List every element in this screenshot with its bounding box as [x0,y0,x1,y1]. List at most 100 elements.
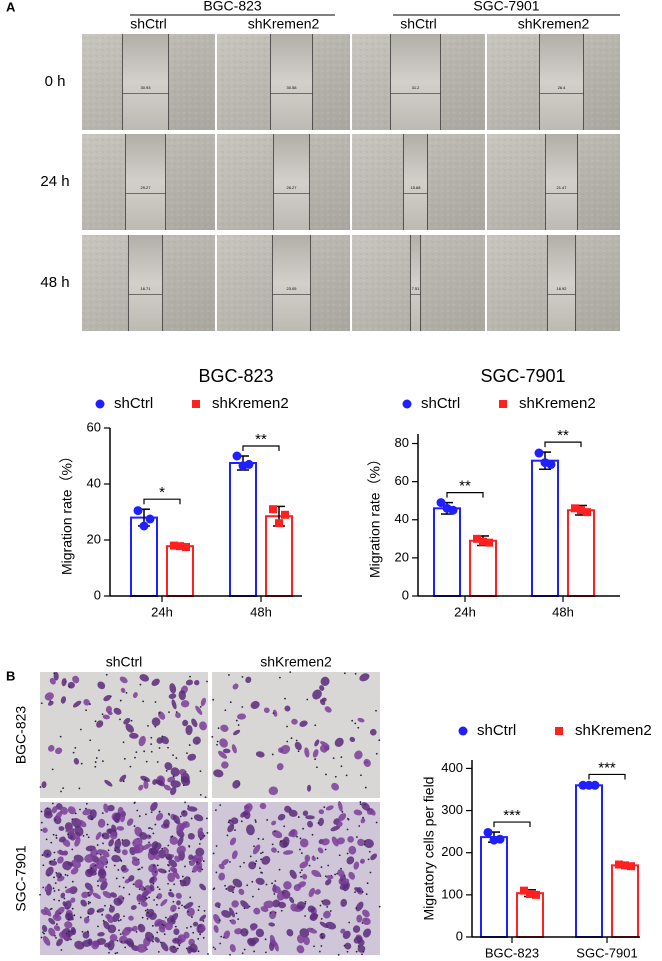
significance-bracket [242,445,280,451]
cell [172,937,180,944]
pore [269,912,272,914]
pore [67,930,70,933]
pore [136,809,139,812]
bar [516,892,544,939]
pore [52,833,55,836]
pore [302,827,305,830]
cell [296,945,305,954]
pore [124,946,127,949]
cell [261,855,271,865]
cell [271,847,277,853]
pore [246,884,249,887]
pore [202,860,205,862]
cell [174,855,181,863]
point [442,503,452,513]
cell [197,827,203,835]
pore [169,889,172,892]
bar [611,864,639,938]
cell [334,737,344,747]
pore [106,861,109,864]
pore [39,786,42,788]
cell [331,782,340,791]
cell [154,936,160,943]
cell [108,839,115,847]
pore [273,893,276,895]
pore [128,893,131,896]
cell [57,856,64,864]
pore [55,871,58,874]
pore [216,743,218,746]
pore [375,821,378,824]
pore [168,870,171,872]
pore [182,784,185,787]
cell [70,897,76,903]
pore [139,683,142,686]
cell [250,924,257,931]
cell [149,876,155,884]
pore [158,888,161,891]
cell [95,831,102,840]
cell [72,700,82,708]
point [473,534,481,543]
pore [357,945,360,947]
pore [278,676,281,679]
pore [114,849,117,852]
pore [123,915,125,918]
pore [229,701,232,704]
pore [237,724,240,726]
cell [299,838,309,848]
pore [184,865,186,868]
bar [166,545,194,597]
pore [54,934,56,937]
pore [326,905,329,908]
panel-label: A [6,0,16,14]
pore [345,774,348,777]
measure-label: 30.58 [286,85,297,90]
significance-bracket [493,821,531,828]
cell [62,901,67,907]
cell [132,846,141,854]
pore [222,936,225,939]
pore [204,796,207,799]
cell [151,717,161,727]
cell [296,901,306,910]
pore [40,810,43,813]
pore [91,818,93,821]
pore [146,917,149,920]
cell [65,887,74,894]
pore [300,875,302,878]
transwell-assay: shCtrl shKremen2 BGC-823 SGC-7901 [13,654,381,956]
cell [307,820,314,828]
cell [107,711,113,716]
pore [119,919,122,921]
pore [334,775,337,778]
pore [362,951,365,953]
cell [178,822,187,831]
cell [263,900,275,909]
pore [146,911,149,914]
cell [144,931,155,942]
cell [191,718,198,728]
cell [189,859,195,866]
cell [172,814,181,825]
cell [314,739,320,747]
pore [289,671,292,674]
group-label: SGC-7901 [473,0,539,14]
pore [71,907,74,910]
cell [171,699,177,710]
cell [43,811,53,819]
cell [222,748,231,754]
cell [312,749,319,758]
pore [107,849,110,852]
significance-label: *** [503,807,521,824]
pore [152,882,155,885]
pore [123,757,126,760]
measure-label: 15.68 [410,185,421,190]
chart-title: BGC-823 [198,366,273,386]
y-tick-label: 200 [441,844,463,859]
cell [126,818,134,826]
pore [145,897,148,900]
pore [220,935,223,938]
y-tick-label: 60 [87,419,101,434]
pore [122,741,125,744]
